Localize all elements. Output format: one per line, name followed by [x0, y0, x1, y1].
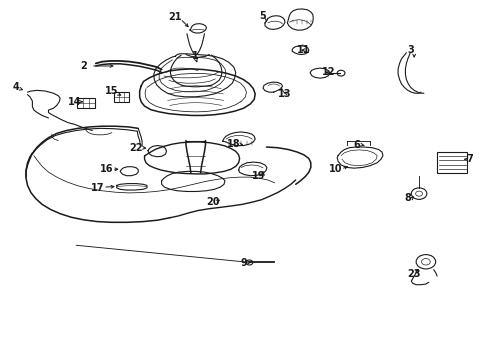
- Text: 12: 12: [321, 67, 334, 77]
- Text: 5: 5: [259, 11, 266, 21]
- Bar: [77, 98, 94, 108]
- Text: 6: 6: [352, 140, 359, 150]
- Text: 7: 7: [466, 154, 472, 164]
- Text: 8: 8: [404, 193, 410, 203]
- Text: 1: 1: [192, 51, 199, 61]
- Text: 18: 18: [226, 139, 240, 149]
- Text: 20: 20: [205, 197, 219, 207]
- Text: 15: 15: [105, 86, 119, 96]
- Text: 21: 21: [168, 12, 182, 22]
- Text: 22: 22: [129, 143, 142, 153]
- Text: 17: 17: [90, 183, 104, 193]
- Text: 4: 4: [13, 82, 20, 92]
- Text: 9: 9: [240, 258, 246, 268]
- Bar: [436, 152, 467, 173]
- Text: 11: 11: [297, 45, 310, 55]
- Bar: [114, 92, 129, 102]
- Text: 10: 10: [329, 164, 342, 174]
- Text: 2: 2: [80, 61, 87, 71]
- Text: 14: 14: [68, 97, 81, 107]
- Text: 13: 13: [277, 89, 291, 99]
- Text: 23: 23: [407, 269, 420, 279]
- Text: 16: 16: [100, 164, 114, 174]
- Text: 19: 19: [252, 171, 265, 181]
- Text: 3: 3: [406, 45, 413, 55]
